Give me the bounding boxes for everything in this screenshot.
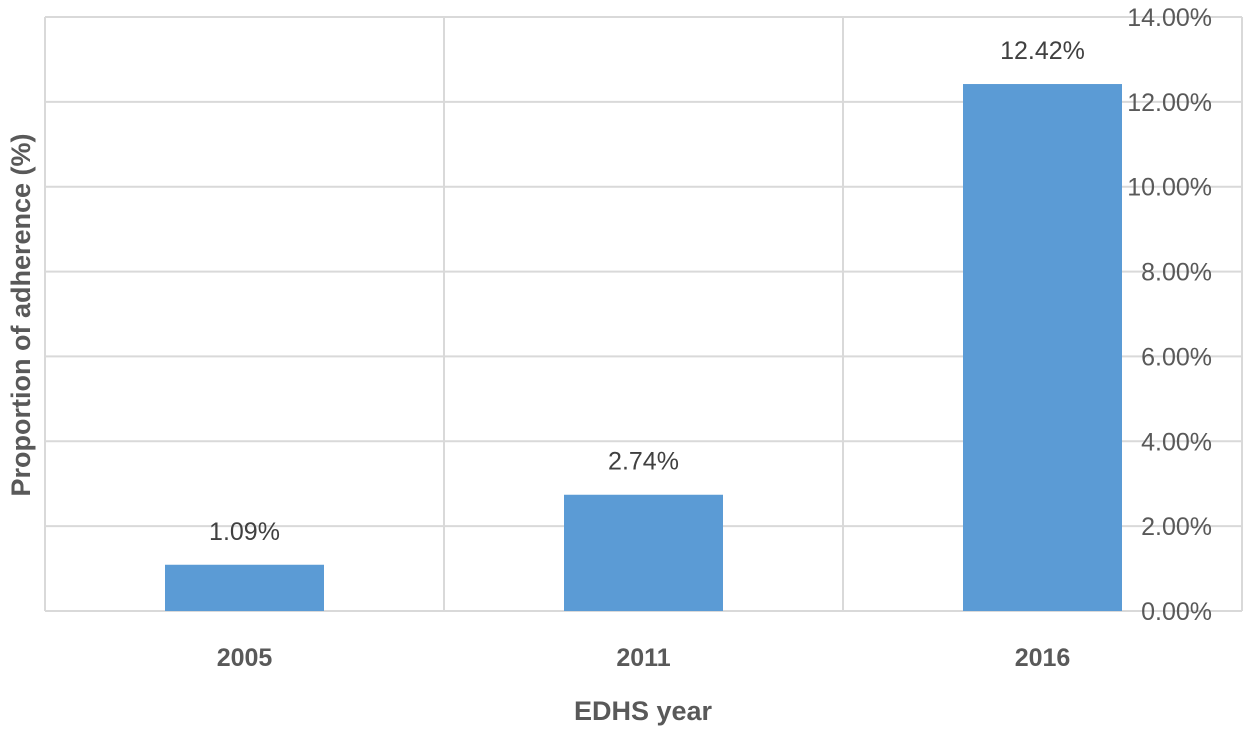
y-tick-label: 8.00% (1141, 259, 1212, 287)
x-tick-label: 2016 (1015, 644, 1071, 672)
y-tick-label: 2.00% (1141, 513, 1212, 541)
bars (165, 84, 1122, 612)
y-tick-label: 10.00% (1127, 174, 1212, 202)
x-tick-label: 2011 (616, 644, 670, 672)
y-tick-labels: 0.00% 2.00% 4.00% 6.00% 8.00% 10.00% 12.00% 14.… (1127, 4, 1212, 626)
x-axis-title: EDHS year (574, 696, 713, 726)
data-label: 12.42% (1000, 37, 1085, 65)
data-labels: 1.09% 2.74% 12.42% (209, 37, 1085, 546)
x-tick-labels: 2005 2011 2016 (217, 644, 1071, 672)
y-tick-label: 12.00% (1127, 89, 1212, 117)
data-label: 1.09% (209, 518, 280, 546)
bar-2016 (963, 84, 1122, 612)
y-tick-label: 6.00% (1141, 343, 1212, 371)
bar-2005 (165, 564, 324, 611)
bar-2011 (564, 494, 723, 611)
data-label: 2.74% (608, 448, 679, 476)
gridlines (44, 16, 1243, 612)
y-tick-label: 4.00% (1141, 428, 1212, 456)
x-tick-label: 2005 (217, 644, 273, 672)
y-axis-title: Proportion of adherence (%) (6, 133, 36, 496)
y-tick-label: 0.00% (1141, 598, 1212, 626)
y-tick-label: 14.00% (1127, 4, 1212, 32)
